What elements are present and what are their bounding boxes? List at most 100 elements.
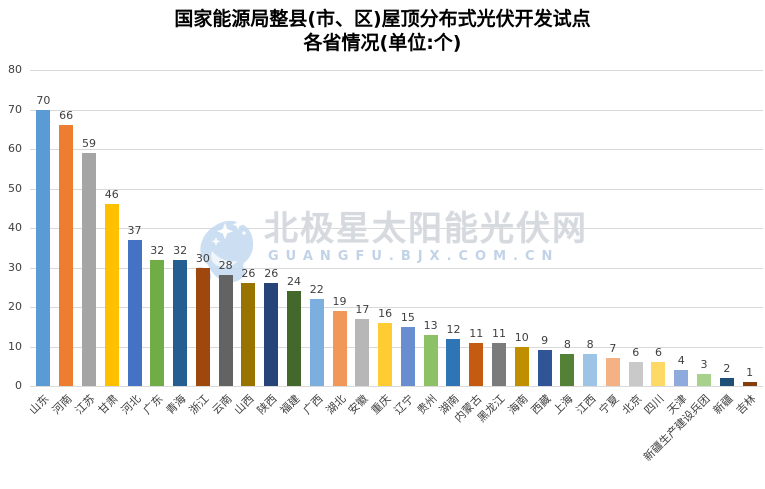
bar-slot: 19 湖北 (323, 70, 351, 417)
x-category-label: 广西 (300, 392, 326, 418)
y-tick-label: 0 (15, 379, 22, 392)
x-category-label: 吉林 (733, 392, 759, 418)
bar-value-label: 11 (469, 326, 484, 340)
y-tick-label: 10 (8, 339, 22, 353)
bar-slot: 28 云南 (209, 70, 237, 417)
x-category-label: 辽宁 (391, 392, 417, 418)
bar-value-label: 24 (286, 275, 301, 289)
bar-value-label: 32 (173, 243, 188, 257)
bar-value-label: 13 (423, 318, 438, 332)
x-category-label: 甘肃 (95, 392, 121, 418)
bar-value-label: 4 (677, 354, 685, 368)
bar-value-label: 3 (700, 358, 708, 372)
bar (264, 283, 279, 386)
chart-title-line2: 各省情况(单位:个) (303, 32, 462, 54)
x-category-label: 湖北 (323, 392, 349, 418)
y-tick-label: 50 (8, 181, 22, 195)
bar-slot: 8 上海 (551, 70, 579, 417)
bar-value-label: 26 (241, 267, 256, 281)
gridline (30, 149, 763, 150)
gridline (30, 109, 763, 111)
bar (697, 374, 712, 386)
bar (173, 259, 188, 386)
bar-slot: 59 江苏 (73, 70, 101, 417)
bar-value-label: 12 (446, 322, 461, 336)
gridline (30, 228, 763, 229)
x-category-label: 河南 (49, 392, 75, 418)
bar-value-label: 70 (36, 93, 51, 107)
bar-slot: 22 广西 (301, 70, 328, 417)
bar-value-label: 59 (81, 136, 96, 150)
bar-slot: 1 吉林 (733, 70, 761, 417)
x-category-label: 北京 (619, 392, 645, 418)
bar (605, 358, 620, 386)
bar (674, 370, 689, 386)
bar-slot: 11 内蒙古 (452, 70, 488, 425)
bar (309, 299, 324, 386)
bar (446, 338, 461, 386)
bar-value-label: 28 (218, 259, 233, 273)
bar-slot: 3 新疆生产建设兵团 (641, 70, 716, 464)
bar-slot: 10 海南 (506, 70, 533, 417)
bar-value-label: 7 (609, 342, 617, 356)
chart-title-line1: 国家能源局整县(市、区)屋顶分布式光伏开发试点 (174, 8, 591, 30)
bar (583, 354, 598, 386)
x-category-label: 山西 (232, 392, 257, 418)
bar (195, 267, 210, 386)
bar (332, 310, 347, 386)
bar-slot: 17 安徽 (346, 70, 374, 417)
bars-row: 70 山东 66 河南 59 江苏 46 甘肃 37 河北 32 广东 32 青海 30 浙江 28 云南 26 山西… (27, 70, 761, 464)
bar (651, 362, 666, 386)
bar-value-label: 8 (563, 338, 571, 352)
bar (628, 362, 643, 386)
bar (127, 239, 142, 386)
y-tick-label: 80 (8, 63, 22, 76)
bar-value-label: 2 (723, 362, 731, 376)
bar-value-label: 16 (378, 306, 393, 320)
x-category-label: 广东 (141, 392, 166, 418)
bar-slot: 32 广东 (141, 70, 169, 417)
x-category-label: 四川 (642, 392, 667, 418)
gridline (30, 307, 763, 308)
bar-slot: 30 浙江 (187, 70, 214, 417)
y-tick-label: 60 (8, 142, 22, 155)
bar (81, 152, 96, 386)
plot-area: 70 山东 66 河南 59 江苏 46 甘肃 37 河北 32 广东 32 青海 30 浙江 28 云南 26 山西… (27, 70, 763, 464)
bar-slot: 2 新疆 (711, 70, 738, 417)
x-category-label: 西藏 (528, 392, 554, 418)
x-category-label: 江西 (573, 392, 599, 418)
x-category-label: 陕西 (254, 392, 280, 418)
bar-value-label: 15 (400, 310, 415, 324)
bar (378, 322, 393, 386)
bar-slot: 46 甘肃 (95, 70, 123, 417)
x-category-label: 上海 (551, 392, 576, 418)
bar-value-label: 46 (104, 188, 119, 202)
x-category-label: 重庆 (368, 392, 394, 418)
bar (150, 259, 165, 386)
gridline (30, 267, 763, 269)
bar (355, 318, 370, 386)
bar-slot: 12 湖南 (437, 70, 465, 417)
bar-value-label: 1 (746, 366, 754, 380)
x-category-label: 福建 (277, 392, 303, 418)
bar-slot: 16 重庆 (369, 70, 397, 417)
bar-value-label: 10 (514, 330, 529, 344)
bar (286, 291, 301, 386)
bar (423, 334, 438, 386)
x-category-label: 江苏 (72, 392, 98, 418)
bar-slot: 37 河北 (118, 70, 146, 417)
bar-slot: 26 山西 (232, 70, 260, 417)
bar-slot: 7 宁夏 (597, 70, 625, 417)
bar-value-label: 66 (59, 109, 74, 123)
bar (537, 350, 552, 386)
bar (469, 342, 484, 386)
bar-slot: 8 江西 (574, 70, 602, 417)
y-tick-label: 30 (8, 260, 22, 274)
bar-slot: 24 福建 (278, 70, 306, 417)
bar (36, 109, 51, 386)
bar-slot: 4 天津 (665, 70, 693, 417)
bar-slot: 6 北京 (619, 70, 647, 417)
bar-slot: 70 山东 (27, 70, 55, 417)
x-category-label: 新疆 (710, 392, 736, 418)
